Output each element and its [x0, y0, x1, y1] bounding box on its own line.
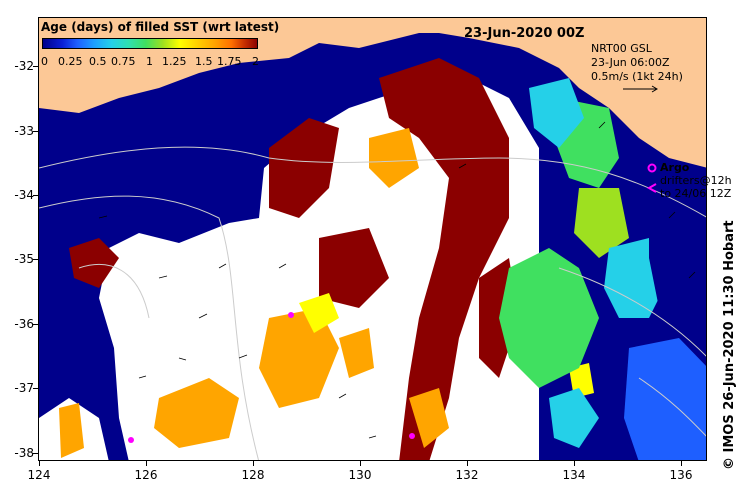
- lat-tick: [33, 131, 38, 132]
- argo-label: Argo: [660, 161, 690, 174]
- lon-tick: [253, 461, 254, 466]
- argo-float: [288, 312, 294, 318]
- colorbar: [42, 38, 258, 49]
- drifters-label: drifters@12h: [660, 174, 732, 187]
- bathymetry-contour: [638, 377, 706, 437]
- age-1-75-patch: [59, 403, 84, 458]
- age-1-75-patch: [259, 308, 339, 408]
- lon-tick: [146, 461, 147, 466]
- lat-tick-label: -36: [14, 317, 34, 331]
- age-1-25-patch: [499, 248, 599, 388]
- drifter-marker-icon: [646, 183, 657, 193]
- lon-tick-label: 128: [241, 468, 265, 482]
- sst-age-map: [39, 18, 706, 460]
- lon-tick: [574, 461, 575, 466]
- age-1-75-patch: [154, 378, 239, 448]
- age-2-patch: [269, 118, 339, 218]
- lat-tick-label: -35: [14, 252, 34, 266]
- lon-tick-label: 124: [27, 468, 51, 482]
- age-2-patch: [319, 228, 389, 308]
- lat-tick: [33, 66, 38, 67]
- age-1-patch: [624, 338, 706, 460]
- lat-tick: [33, 324, 38, 325]
- current-legend-line: NRT00 GSL: [591, 42, 652, 55]
- argo-marker-icon: [647, 163, 657, 173]
- lon-tick: [681, 461, 682, 466]
- colorbar-tick-label: 0.25: [58, 55, 83, 68]
- colorbar-tick-label: 0.5: [89, 55, 107, 68]
- lat-tick: [33, 195, 38, 196]
- lat-tick-label: -32: [14, 59, 34, 73]
- drifters-label-2: to 24/06 12Z: [660, 187, 732, 200]
- lon-tick-label: 130: [348, 468, 372, 482]
- lat-tick: [33, 453, 38, 454]
- argo-float: [409, 433, 415, 439]
- current-legend-line: 0.5m/s (1kt 24h): [591, 70, 683, 83]
- bathymetry-contour: [39, 195, 260, 460]
- current-vectors: [98, 121, 696, 439]
- lat-tick-label: -33: [14, 124, 34, 138]
- lon-tick: [360, 461, 361, 466]
- colorbar-tick-label: 1.25: [162, 55, 187, 68]
- age-1-75-patch: [369, 128, 419, 188]
- colorbar-tick-label: 1.5: [195, 55, 213, 68]
- lat-tick: [33, 259, 38, 260]
- colorbar-tick-label: 0.75: [111, 55, 136, 68]
- age-1-25-patch: [574, 188, 629, 258]
- lon-tick-label: 132: [455, 468, 479, 482]
- bathymetry-contour: [78, 264, 150, 319]
- lat-tick: [33, 388, 38, 389]
- bathymetry-contour: [39, 146, 706, 218]
- age-1-75-patch: [339, 328, 374, 378]
- colorbar-tick-label: 0: [41, 55, 48, 68]
- colorbar-title: Age (days) of filled SST (wrt latest): [41, 20, 280, 34]
- colorbar-tick-label: 1: [146, 55, 153, 68]
- lat-tick-label: -37: [14, 381, 34, 395]
- argo-float: [128, 437, 134, 443]
- colorbar-tick-label: 1.75: [217, 55, 242, 68]
- map-frame: [38, 17, 707, 461]
- lon-tick-label: 126: [134, 468, 158, 482]
- map-date-title: 23-Jun-2020 00Z: [464, 26, 585, 41]
- land-region: [39, 18, 706, 168]
- lon-tick: [39, 461, 40, 466]
- age-1-patch: [529, 78, 584, 148]
- age-1-75-patch: [409, 388, 449, 448]
- current-legend: NRT00 GSL 23-Jun 06:00Z 0.5m/s (1kt 24h): [591, 42, 683, 98]
- current-legend-line: 23-Jun 06:00Z: [591, 56, 670, 69]
- bathymetry-contour: [558, 267, 706, 357]
- ocean-fresh-se: [649, 168, 706, 348]
- lon-tick-label: 136: [669, 468, 693, 482]
- colorbar-tick-label: 2: [252, 55, 259, 68]
- arrow-right-icon: [623, 85, 658, 93]
- lon-tick-label: 134: [562, 468, 586, 482]
- lon-tick: [467, 461, 468, 466]
- credit-text: © IMOS 26-Jun-2020 11:30 Hobart: [722, 220, 737, 470]
- lat-tick-label: -34: [14, 188, 34, 202]
- age-1-patch: [549, 388, 599, 448]
- lat-tick-label: -38: [14, 446, 34, 460]
- age-1-5-patch: [299, 293, 339, 333]
- age-2-patch: [69, 238, 119, 288]
